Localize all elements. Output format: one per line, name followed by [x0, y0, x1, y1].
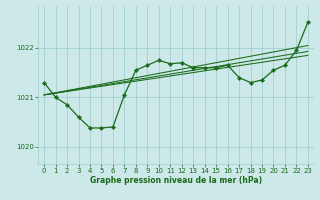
X-axis label: Graphe pression niveau de la mer (hPa): Graphe pression niveau de la mer (hPa): [90, 176, 262, 185]
